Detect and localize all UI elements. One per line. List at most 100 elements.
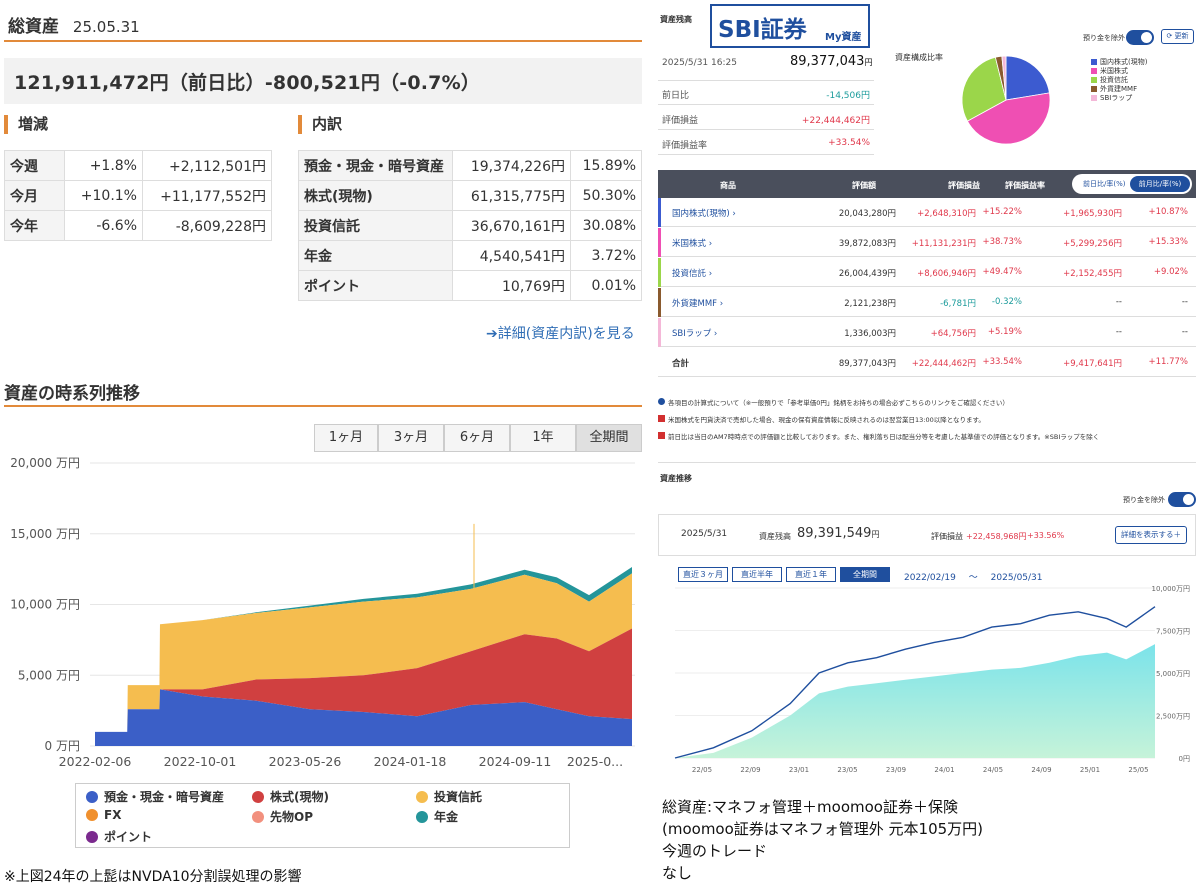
legend-dot-icon bbox=[86, 830, 98, 843]
product-row[interactable]: 国内株式(現物) › 20,043,280円 +2,648,310円 +15.22% +… bbox=[658, 198, 1196, 227]
y-tick-label: 10,000万円 bbox=[1152, 585, 1191, 593]
range-button[interactable]: 直近１年 bbox=[786, 567, 836, 582]
legend-item[interactable]: ポイント bbox=[86, 828, 152, 845]
x-tick-label: 25/01 bbox=[1080, 766, 1100, 774]
product-name[interactable]: 外貨建MMF › bbox=[672, 299, 724, 309]
pie-slice bbox=[961, 56, 1007, 122]
y-tick-label: 5,000 万円 bbox=[18, 668, 80, 682]
change-amount: +11,177,552円 bbox=[142, 180, 272, 211]
period-button[interactable]: 全期間 bbox=[576, 424, 642, 452]
trend-exclude-label: 預り金を除外 bbox=[1123, 496, 1165, 504]
assets-balance-label: 資産残高 bbox=[660, 15, 692, 24]
breakdown-pct: 30.08% bbox=[570, 210, 642, 241]
note-text: 前日比は当日のAM7時時点での評価額と比較しております。また、権利落ち日は配当分… bbox=[668, 432, 1100, 441]
x-tick-label: 25/05 bbox=[1128, 766, 1148, 774]
daily-compare-tab[interactable]: 前日比/率(%) bbox=[1083, 180, 1126, 188]
legend-item[interactable]: 先物OP bbox=[252, 808, 313, 825]
product-delta: -- bbox=[1115, 297, 1122, 307]
legend-item[interactable]: FX bbox=[86, 808, 121, 822]
balance-datetime: 2025/5/31 16:25 bbox=[662, 58, 737, 68]
refresh-label: 更新 bbox=[1174, 32, 1189, 40]
sbi-logo-text: SBI証券 bbox=[718, 17, 807, 43]
refresh-button[interactable]: ⟳ 更新 bbox=[1161, 29, 1194, 44]
detail-link[interactable]: ➔詳細(資産内訳)を見る bbox=[486, 326, 635, 342]
swatch-icon bbox=[1091, 67, 1097, 74]
breakdown-amount: 61,315,775円 bbox=[452, 180, 571, 211]
pie-legend-item: SBIラップ bbox=[1091, 93, 1191, 102]
pie-legend-label: SBIラップ bbox=[1100, 93, 1133, 102]
breakdown-label: 株式(現物) bbox=[298, 180, 453, 211]
note-line: 前日比は当日のAM7時時点での評価額と比較しております。また、権利落ち日は配当分… bbox=[658, 427, 1198, 444]
period-button[interactable]: 3ヶ月 bbox=[378, 424, 444, 452]
change-heading: 増減 bbox=[4, 115, 48, 134]
breakdown-pct: 50.30% bbox=[570, 180, 642, 211]
balance-amount: 89,377,043 bbox=[790, 54, 865, 69]
period-button[interactable]: 1ヶ月 bbox=[314, 424, 378, 452]
title-divider bbox=[4, 40, 642, 42]
legend-item[interactable]: 年金 bbox=[416, 808, 458, 825]
total-assets-title: 総資産 25.05.31 bbox=[8, 12, 140, 37]
header-valuation: 評価額 bbox=[852, 181, 876, 190]
moneyforward-panel: 総資産 25.05.31 121,911,472円（前日比）-800,521円（… bbox=[4, 12, 642, 885]
legend-label: 投資信託 bbox=[434, 790, 483, 804]
legend-item[interactable]: 投資信託 bbox=[416, 788, 482, 805]
product-pl: -6,781円 bbox=[940, 299, 976, 309]
x-tick-label: 24/09 bbox=[1031, 766, 1051, 774]
change-pct: +1.8% bbox=[64, 150, 143, 181]
product-row[interactable]: SBIラップ › 1,336,003円 +64,756円 +5.19% -- -- bbox=[658, 318, 1196, 347]
product-name[interactable]: SBIラップ › bbox=[672, 329, 718, 339]
legend-item[interactable]: 預金・現金・暗号資産 bbox=[86, 788, 224, 805]
period-button[interactable]: 6ヶ月 bbox=[444, 424, 510, 452]
breakdown-row: 年金 4,540,541円 3.72% bbox=[298, 240, 642, 271]
breakdown-pct: 0.01% bbox=[570, 270, 642, 301]
pie-slice bbox=[1001, 55, 1007, 101]
legend-dot-icon bbox=[252, 810, 264, 823]
show-detail-button[interactable]: 詳細を表示する＋ bbox=[1115, 526, 1187, 544]
warning-icon bbox=[658, 415, 665, 422]
monthly-compare-tab[interactable]: 前月比/率(%) bbox=[1130, 176, 1190, 192]
x-tick-label: 23/09 bbox=[886, 766, 906, 774]
product-row[interactable]: 外貨建MMF › 2,121,238円 -6,781円 -0.32% -- -- bbox=[658, 288, 1196, 317]
change-amount: -8,609,228円 bbox=[142, 210, 272, 241]
trend-label: 資産推移 bbox=[660, 474, 692, 483]
summary-value: +22,444,462円 bbox=[801, 116, 870, 126]
total-name: 合計 bbox=[672, 359, 690, 369]
legend-dot-icon bbox=[86, 809, 98, 821]
exclude-deposit-toggle[interactable] bbox=[1126, 30, 1154, 45]
product-name[interactable]: 投資信託 › bbox=[672, 269, 713, 279]
info-icon bbox=[658, 398, 665, 405]
total-valuation: 89,377,043円 bbox=[838, 359, 896, 369]
product-name[interactable]: 米国株式 › bbox=[672, 239, 713, 249]
period-button[interactable]: 1年 bbox=[510, 424, 576, 452]
breakdown-label: ポイント bbox=[298, 270, 453, 301]
change-pct: +10.1% bbox=[64, 180, 143, 211]
x-tick-label: 23/05 bbox=[837, 766, 857, 774]
range-button[interactable]: 直近３ヶ月 bbox=[678, 567, 728, 582]
product-pl-rate: +5.19% bbox=[987, 327, 1022, 337]
product-valuation: 1,336,003円 bbox=[844, 329, 896, 339]
legend-item[interactable]: 株式(現物) bbox=[252, 788, 329, 805]
change-row: 今週 +1.8% +2,112,501円 bbox=[4, 150, 272, 181]
note-line[interactable]: 各項目の計算式について（※一般預りで「参考単価0円」銘柄をお持ちの場合必ずこちら… bbox=[658, 393, 1198, 410]
trend-exclude-toggle[interactable] bbox=[1168, 492, 1196, 507]
change-label: 今年 bbox=[4, 210, 65, 241]
product-row[interactable]: 投資信託 › 26,004,439円 +8,606,946円 +49.47% +2,15… bbox=[658, 258, 1196, 287]
change-row: 今月 +10.1% +11,177,552円 bbox=[4, 180, 272, 211]
breakdown-label: 預金・現金・暗号資産 bbox=[298, 150, 453, 181]
product-row[interactable]: 米国株式 › 39,872,083円 +11,131,231円 +38.73% +5,2… bbox=[658, 228, 1196, 257]
summary-line: (moomoo証券はマネフォ管理外 元本105万円) bbox=[662, 820, 984, 838]
pie-legend-label: 米国株式 bbox=[1100, 66, 1128, 75]
range-button[interactable]: 全期間 bbox=[840, 567, 890, 582]
divider bbox=[658, 462, 1196, 463]
range-from: 2022/02/19 bbox=[904, 573, 956, 583]
product-name[interactable]: 国内株式(現物) › bbox=[672, 209, 736, 219]
range-button[interactable]: 直近半年 bbox=[732, 567, 782, 582]
pie-legend-item: 国内株式(現物) bbox=[1091, 57, 1191, 66]
x-tick-label: 2024-01-18 bbox=[374, 754, 447, 769]
x-tick-label: 2023-05-26 bbox=[269, 754, 342, 769]
y-tick-label: 7,500万円 bbox=[1156, 628, 1190, 636]
product-pl-rate: +15.22% bbox=[982, 207, 1022, 217]
product-delta: +1,965,930円 bbox=[1063, 209, 1122, 219]
timeseries-divider bbox=[4, 405, 642, 407]
